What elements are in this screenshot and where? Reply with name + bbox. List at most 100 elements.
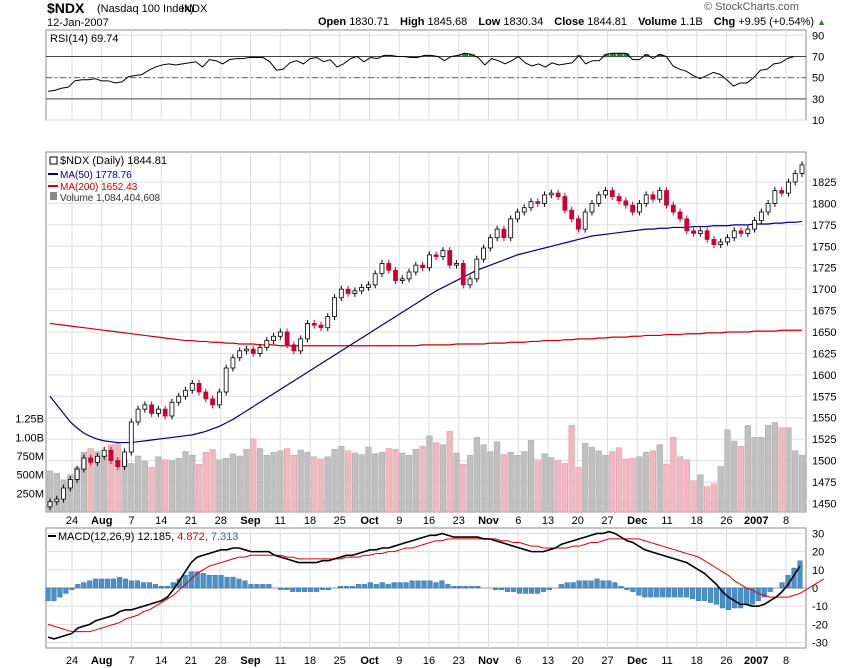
candle-body <box>447 250 453 266</box>
candle-body <box>643 194 649 204</box>
volume-bar <box>737 446 745 513</box>
price-tick-label: 1575 <box>812 391 836 403</box>
macd-histogram-bar <box>230 576 236 589</box>
volume-bar <box>568 425 575 513</box>
volume-bar <box>704 486 711 513</box>
macd-histogram-bar <box>618 585 624 589</box>
volume-bar <box>155 456 162 513</box>
candle-body <box>664 190 669 206</box>
candle-body <box>379 263 385 275</box>
price-tick-label: 1750 <box>812 241 836 253</box>
candle-body <box>162 408 168 417</box>
candle-body <box>271 335 276 341</box>
up-arrow-icon: ▲ <box>817 17 827 27</box>
macd-histogram-bar <box>504 587 511 592</box>
volume-bar <box>297 449 304 513</box>
macd-histogram-bar <box>379 582 385 589</box>
x-tick-label-bottom: 2007 <box>744 655 768 667</box>
macd-histogram-bar <box>308 587 314 592</box>
macd-histogram-bar <box>302 587 308 592</box>
macd-tick-label: -20 <box>812 619 828 631</box>
macd-histogram-bar <box>761 587 767 598</box>
volume-bar <box>446 431 453 513</box>
volume-bar <box>378 452 386 513</box>
rsi-tick-label: 70 <box>812 51 824 63</box>
macd-histogram-bar <box>140 582 147 589</box>
volume-value: 1.1B <box>680 16 703 28</box>
price-tick-label: 1675 <box>812 306 836 318</box>
rsi-tick-label: 10 <box>812 115 824 127</box>
candle-body <box>569 209 575 220</box>
candle-body <box>623 200 629 206</box>
candle-body <box>426 254 432 269</box>
volume-bar <box>412 449 419 513</box>
macd-legend: MACD(12,26,9) 12.185, 4.872, 7.313 <box>58 531 238 543</box>
volume-bar <box>798 455 806 513</box>
candle-body <box>196 383 202 393</box>
macd-histogram-bar <box>69 587 75 591</box>
x-tick-label: 18 <box>304 515 316 527</box>
volume-bar <box>419 446 426 513</box>
macd-histogram-bar <box>534 587 540 594</box>
ma200-legend: MA(200) 1652.43 <box>60 182 138 193</box>
macd-histogram-bar <box>707 587 714 603</box>
x-tick-label-bottom: 14 <box>155 655 167 667</box>
x-tick-label-bottom: Nov <box>478 655 500 667</box>
ma50-legend: MA(50) 1778.76 <box>60 170 132 181</box>
price-tick-label: 1600 <box>812 370 836 382</box>
x-tick-label: Oct <box>360 515 379 527</box>
chg-label: Chg <box>713 16 736 28</box>
macd-tick-label: -10 <box>812 601 828 613</box>
candle-body <box>670 204 676 213</box>
candle-body <box>413 264 419 273</box>
candle-body <box>47 501 53 508</box>
macd-histogram-bar <box>570 582 576 589</box>
rsi-tick-label: 90 <box>812 30 824 42</box>
macd-histogram-bar <box>600 580 606 589</box>
candle-body <box>366 284 371 288</box>
candle-body <box>311 323 317 326</box>
candle-body <box>183 389 188 397</box>
price-tick-label: 1825 <box>812 177 836 189</box>
macd-histogram-bar <box>582 580 588 589</box>
x-tick-label-bottom: 11 <box>275 655 286 667</box>
macd-histogram-bar <box>719 587 725 609</box>
volume-bar <box>284 448 291 513</box>
volume-bar <box>338 446 345 513</box>
volume-bar <box>426 435 433 513</box>
macd-histogram-bar <box>218 575 224 589</box>
candle-body <box>54 498 60 503</box>
index-name: (Nasdaq 100 Index) <box>97 3 194 15</box>
histogram-value: 7.313 <box>211 531 239 543</box>
volume-bar <box>758 437 765 513</box>
macd-histogram-bar <box>421 580 427 589</box>
x-tick-label: 27 <box>601 515 613 527</box>
candle-body <box>765 203 771 213</box>
macd-histogram-bar <box>158 585 164 589</box>
macd-histogram-bar <box>564 582 570 589</box>
price-tick-label: 1500 <box>812 456 836 468</box>
macd-histogram-bar <box>767 587 773 592</box>
macd-histogram-bar <box>81 582 87 589</box>
macd-histogram-bar <box>260 584 266 589</box>
candle-body <box>792 173 798 183</box>
macd-histogram-bar <box>684 587 690 598</box>
chart-date: 12-Jan-2007 <box>47 17 109 29</box>
volume-bar <box>223 457 230 513</box>
candle-body <box>501 228 507 239</box>
volume-bar <box>344 450 352 513</box>
volume-bar <box>365 446 372 513</box>
candle-body <box>291 344 297 352</box>
x-tick-label-bottom: 18 <box>691 655 703 667</box>
candle-body <box>691 230 697 234</box>
candle-body <box>88 457 94 463</box>
volume-bar <box>724 429 731 513</box>
candle-body <box>149 404 155 414</box>
volume-bar <box>263 455 270 513</box>
macd-histogram-bar <box>510 587 517 592</box>
macd-histogram-bar <box>439 580 445 589</box>
macd-histogram-bar <box>522 587 529 594</box>
rsi-overbought-fill <box>462 53 469 57</box>
macd-histogram-bar <box>266 584 272 589</box>
volume-bar <box>195 463 203 513</box>
